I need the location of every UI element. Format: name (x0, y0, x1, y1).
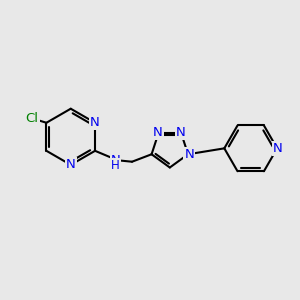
Text: N: N (176, 126, 186, 139)
Text: N: N (90, 116, 100, 129)
Text: Cl: Cl (26, 112, 39, 124)
Text: N: N (184, 148, 194, 161)
Text: H: H (111, 159, 120, 172)
Text: N: N (273, 142, 283, 155)
Text: N: N (153, 126, 163, 139)
Text: N: N (66, 158, 76, 171)
Text: N: N (111, 154, 120, 167)
